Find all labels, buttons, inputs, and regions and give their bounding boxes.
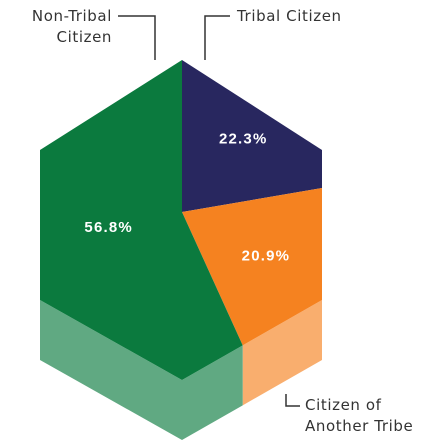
leader-line <box>285 394 300 407</box>
category-label: Citizen of Another Tribe <box>305 396 414 435</box>
category-label: Tribal Citizen <box>237 7 342 25</box>
slice-side <box>40 300 182 440</box>
value-label: 22.3% <box>219 130 268 147</box>
slice-side <box>242 300 322 406</box>
slice <box>182 60 322 212</box>
slice <box>40 60 243 380</box>
leader-line <box>118 15 156 60</box>
slice-side <box>182 345 243 440</box>
leader-line <box>204 15 230 60</box>
value-label: 20.9% <box>242 247 291 264</box>
slice <box>182 188 322 346</box>
category-label: Non-Tribal Citizen <box>31 7 112 46</box>
value-label: 56.8% <box>84 219 133 236</box>
